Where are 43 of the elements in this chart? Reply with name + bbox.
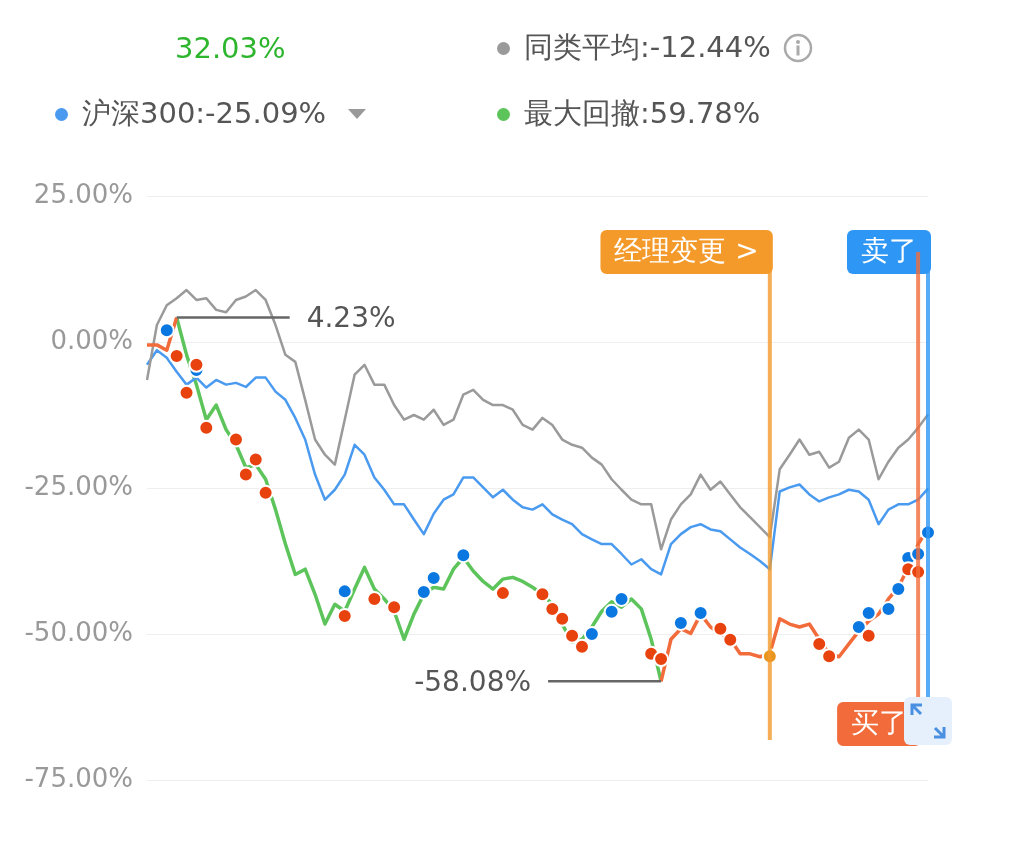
point [366, 590, 383, 607]
point [386, 599, 403, 616]
point [712, 620, 729, 637]
point [653, 651, 670, 668]
point [178, 384, 195, 401]
legend-label: 最大回撤:59.78% [524, 95, 761, 132]
point [811, 635, 828, 652]
point [336, 583, 353, 600]
point [455, 547, 472, 564]
y-tick-label: 25.00% [33, 178, 133, 209]
point [860, 627, 877, 644]
annotation: -58.08% [414, 664, 532, 698]
legend-label: 同类平均:-12.44% [524, 29, 771, 66]
point [247, 451, 264, 468]
y-tick-label: 0.00% [50, 324, 133, 355]
point [583, 626, 600, 642]
annotation: 卖了 [861, 234, 917, 268]
point [227, 431, 244, 448]
legend-label: 沪深300:-25.09% [82, 95, 327, 132]
point [722, 631, 739, 648]
point [257, 484, 274, 501]
point [188, 356, 205, 373]
point [890, 581, 907, 598]
annotation: 经理变更 > [614, 234, 759, 268]
point [544, 600, 561, 617]
annotation: 买了 [851, 706, 908, 740]
point [880, 600, 897, 617]
point [821, 648, 838, 665]
annotation: 4.23% [306, 300, 396, 334]
point [336, 607, 353, 624]
point [158, 322, 175, 339]
point [573, 638, 590, 655]
y-tick-label: -25.00% [24, 470, 133, 501]
point [534, 586, 551, 603]
point [564, 627, 581, 644]
point [554, 610, 571, 627]
point [603, 603, 620, 620]
y-tick-label: -75.00% [24, 762, 133, 793]
text: 32.03% [174, 30, 287, 67]
point [237, 466, 254, 483]
y-tick-label: -50.00% [24, 616, 133, 647]
point [198, 419, 215, 436]
point [168, 348, 185, 365]
